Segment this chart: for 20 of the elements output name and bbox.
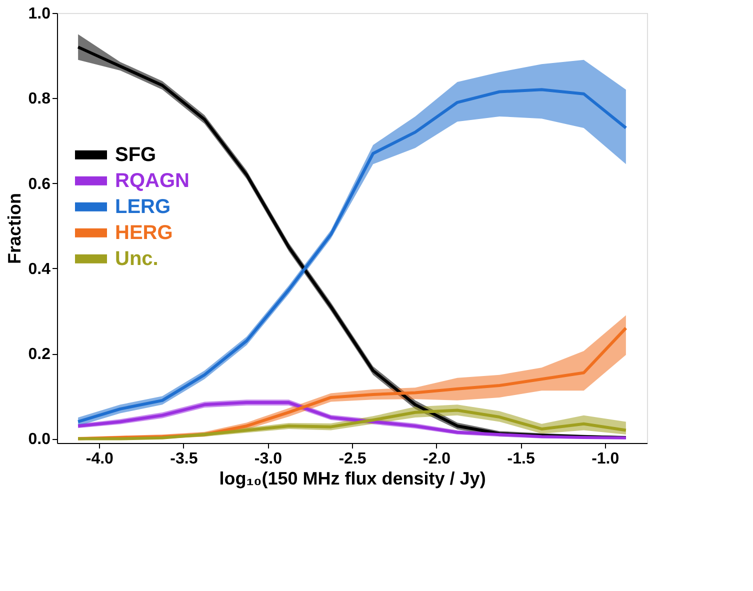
y-tick-label: 0.0 <box>28 431 51 448</box>
legend-label: HERG <box>115 222 173 244</box>
x-axis-title: log₁₀(150 MHz flux density / Jy) <box>219 468 486 488</box>
y-tick-label: 0.4 <box>28 260 51 278</box>
y-tick-label: 0.2 <box>28 346 51 364</box>
x-tick-label: -3.5 <box>170 450 198 468</box>
y-tick-label: 0.8 <box>28 90 51 108</box>
legend-label: SFG <box>115 144 156 166</box>
x-tick-label: -4.0 <box>86 450 114 468</box>
legend-label: Unc. <box>115 248 158 270</box>
x-tick-label: -2.5 <box>338 450 366 468</box>
y-tick-label: 0.6 <box>28 176 51 193</box>
y-axis-title: Fraction <box>4 192 24 264</box>
x-tick-label: -1.0 <box>592 450 620 468</box>
x-tick-label: -1.5 <box>507 450 535 468</box>
y-tick-label: 1.0 <box>28 6 51 22</box>
legend-label: RQAGN <box>115 170 190 192</box>
legend-label: LERG <box>115 196 171 218</box>
x-tick-label: -2.0 <box>422 450 451 468</box>
x-tick-label: -3.0 <box>254 450 282 468</box>
